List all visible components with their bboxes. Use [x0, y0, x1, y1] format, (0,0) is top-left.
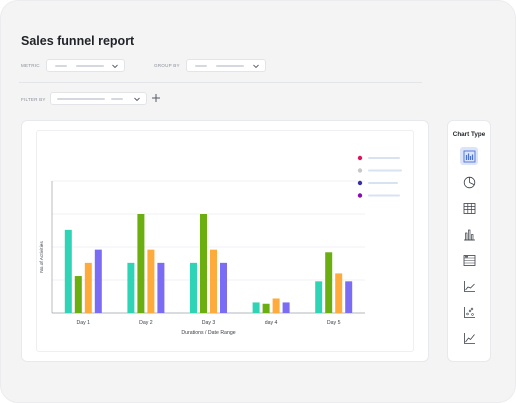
bar [84, 262, 92, 313]
filter-by-label: FILTER BY [21, 97, 46, 102]
filter-by-select[interactable] [50, 92, 147, 105]
chart-type-scatter-button[interactable] [460, 303, 478, 321]
legend-dot [357, 155, 363, 161]
bar [220, 262, 227, 313]
bar [94, 249, 102, 313]
x-tick-label: Day 3 [202, 320, 216, 326]
x-tick-label: Day 1 [77, 320, 91, 326]
bar [262, 303, 270, 313]
bar [272, 298, 280, 313]
bar [127, 262, 135, 313]
group-by-label: GROUP BY [154, 63, 180, 68]
x-tick-label: day 4 [265, 320, 278, 326]
metric-value-placeholder [76, 65, 104, 67]
bar [64, 229, 72, 313]
bar [345, 281, 353, 313]
bar [335, 273, 343, 313]
chart-type-pie-button[interactable] [460, 173, 478, 191]
bar [325, 252, 333, 313]
chart-type-column-button[interactable] [460, 225, 478, 243]
bar [315, 281, 323, 313]
table-icon [463, 202, 475, 214]
legend-dot [357, 180, 363, 186]
group-by-value-placeholder [216, 65, 244, 67]
legend-dot [357, 193, 363, 198]
chevron-down-icon [253, 64, 259, 69]
bar [74, 276, 82, 313]
bar [137, 214, 145, 313]
scatter-chart-icon [463, 306, 475, 318]
chart-type-area-button[interactable] [460, 277, 478, 295]
metric-select[interactable] [46, 59, 125, 72]
x-tick-label: Day 2 [139, 320, 153, 326]
chart-card: Day 1 Day 2 Day 3 day 4 Day 5 Durations / Dat… [21, 120, 429, 362]
x-axis-label: Durations / Date Range [181, 330, 235, 336]
legend-label-placeholder [368, 194, 400, 197]
chevron-down-icon [134, 97, 140, 102]
bar-chart: Day 1 Day 2 Day 3 day 4 Day 5 Durations / Dat… [39, 155, 402, 336]
chart-type-line-button[interactable] [460, 329, 478, 347]
line-chart-icon [463, 332, 475, 344]
chart-area: Day 1 Day 2 Day 3 day 4 Day 5 Durations / Dat… [36, 130, 414, 352]
legend-label-placeholder [368, 157, 400, 159]
bar [210, 249, 217, 313]
group-by-value-placeholder [195, 65, 207, 67]
add-filter-icon[interactable] [151, 93, 161, 103]
x-tick-label: Day 5 [327, 320, 341, 326]
pivot-table-icon [463, 254, 475, 266]
bar-chart-icon [463, 150, 475, 162]
bar [147, 249, 155, 313]
legend-label-placeholder [368, 182, 398, 184]
bar [200, 214, 207, 313]
page-title: Sales funnel report [21, 34, 135, 48]
bar [190, 262, 197, 313]
chart-type-panel: Chart Type [447, 120, 491, 362]
filter-value-placeholder [57, 98, 105, 100]
chevron-down-icon [112, 64, 118, 69]
bar [157, 262, 165, 313]
chart-type-table-button[interactable] [460, 199, 478, 217]
group-by-select[interactable] [186, 59, 266, 72]
legend-label-placeholder [368, 169, 402, 172]
metric-label: METRIC [21, 63, 40, 68]
y-axis-label: No.of Activities [39, 241, 45, 273]
divider [19, 82, 422, 83]
area-chart-icon [463, 280, 475, 292]
legend-dot [357, 168, 363, 173]
bar [282, 302, 290, 313]
column-chart-icon [463, 229, 475, 240]
bar [252, 302, 260, 313]
metric-value-placeholder [55, 65, 67, 67]
filter-value-placeholder [111, 98, 123, 100]
chart-type-bar-button[interactable] [460, 147, 478, 165]
chart-type-pivot-button[interactable] [460, 251, 478, 269]
pie-chart-icon [463, 176, 475, 188]
chart-type-title: Chart Type [452, 131, 486, 138]
